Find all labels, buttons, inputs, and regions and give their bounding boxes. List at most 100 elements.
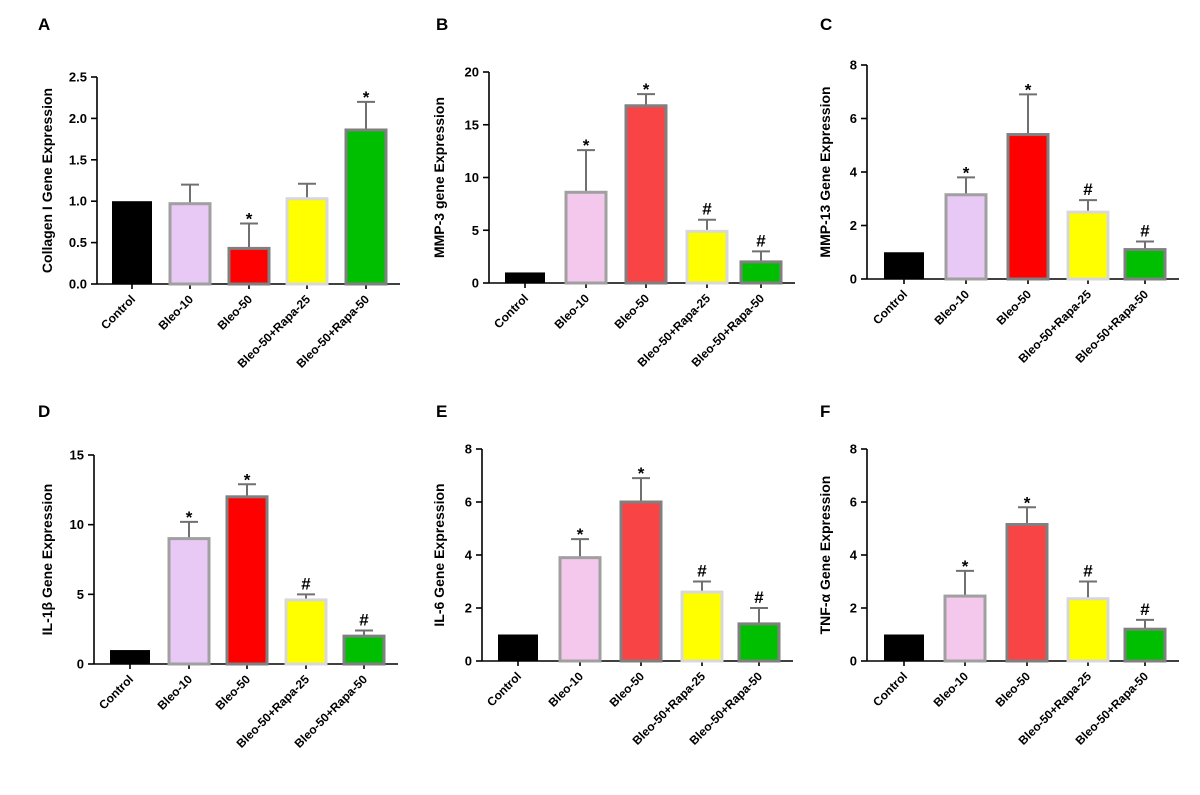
y-tick-label: 0.5	[69, 235, 87, 250]
bar	[1123, 248, 1167, 281]
bar	[624, 104, 668, 285]
x-tick-label: Bleo-10	[546, 669, 587, 710]
y-tick-label: 10	[70, 517, 84, 532]
significance-mark: #	[1083, 562, 1093, 581]
y-tick-label: 0	[472, 276, 479, 291]
x-tick-label: Bleo-50	[612, 291, 653, 332]
bar	[737, 622, 781, 663]
panel-letter: E	[436, 402, 447, 421]
x-tick-label: Bleo-50	[993, 669, 1034, 710]
panel-letter: B	[436, 15, 448, 34]
significance-mark: #	[1140, 222, 1150, 241]
significance-mark: #	[702, 200, 712, 219]
significance-mark: #	[1140, 600, 1150, 619]
significance-mark: *	[186, 508, 193, 527]
x-tick-label: Control	[870, 669, 910, 709]
panel-letter: D	[38, 402, 50, 421]
bar	[1006, 133, 1050, 281]
significance-mark: #	[1083, 180, 1093, 199]
x-tick-label: Bleo-10	[931, 669, 972, 710]
bar	[112, 201, 152, 284]
y-tick-label: 4	[850, 548, 858, 563]
x-tick-label: Control	[491, 291, 531, 331]
y-tick-label: 15	[465, 117, 479, 132]
panel-letter: F	[820, 402, 830, 421]
y-axis-label: IL-6 Gene Expression	[431, 483, 447, 626]
significance-mark: *	[246, 210, 253, 229]
y-tick-label: 6	[850, 495, 857, 510]
bar	[168, 202, 212, 286]
x-tick-label: Bleo-10	[155, 672, 196, 713]
significance-mark: *	[638, 464, 645, 483]
y-axis-label: TNF-α Gene Expression	[817, 476, 833, 635]
panel-f: F 0 2 4 6 8 TNF-α Gene Expression Control * Bleo-…	[817, 402, 1179, 748]
panel-letter: A	[38, 15, 50, 34]
bar	[680, 590, 724, 663]
bar	[285, 197, 329, 286]
panel-b: B 0 5 10 15 20 MMP-3 gene Expression Control * Bl…	[431, 15, 795, 370]
bar	[1066, 597, 1110, 663]
x-tick-label: Control	[98, 292, 138, 332]
panel-letter: C	[820, 15, 832, 34]
y-tick-label: 2	[465, 601, 472, 616]
x-tick-label: Bleo-50	[213, 672, 254, 713]
bar	[344, 128, 388, 286]
bar	[342, 634, 386, 666]
bar	[564, 190, 608, 285]
y-tick-label: 0	[77, 657, 84, 672]
bar	[884, 252, 924, 279]
y-tick-label: 8	[850, 442, 857, 457]
significance-mark: #	[359, 611, 369, 630]
x-tick-label: Bleo-50	[215, 292, 256, 333]
bar	[225, 495, 269, 666]
y-tick-label: 1.5	[69, 152, 87, 167]
y-tick-label: 0	[850, 272, 857, 287]
y-tick-label: 5	[472, 223, 479, 238]
bar	[884, 634, 924, 661]
bar	[558, 556, 602, 663]
bar	[739, 260, 783, 285]
x-tick-label: Bleo-50	[607, 669, 648, 710]
bar	[227, 246, 271, 286]
bar	[1005, 523, 1049, 663]
y-tick-label: 4	[850, 165, 858, 180]
y-tick-label: 1.0	[69, 194, 87, 209]
significance-mark: *	[577, 525, 584, 544]
significance-mark: #	[301, 574, 311, 593]
y-tick-label: 15	[70, 448, 84, 463]
y-tick-label: 6	[465, 495, 472, 510]
x-tick-label: Bleo-10	[552, 291, 593, 332]
y-tick-label: 8	[850, 58, 857, 73]
y-axis-label: MMP-13 Gene Expression	[817, 86, 833, 257]
y-tick-label: 0.0	[69, 277, 87, 292]
bar	[284, 598, 328, 666]
significance-mark: *	[1025, 80, 1032, 99]
x-tick-label: Control	[870, 287, 910, 327]
bar	[685, 229, 729, 285]
y-tick-label: 8	[465, 442, 472, 457]
significance-mark: *	[643, 80, 650, 99]
bar	[619, 500, 663, 663]
y-axis-label: Collagen I Gene Expression	[39, 88, 55, 273]
significance-mark: *	[363, 88, 370, 107]
bar	[167, 537, 211, 666]
panel-a: A 0.0 0.5 1.0 1.5 2.0 2.5 Collagen I Gene Expre…	[38, 15, 400, 371]
bar	[1123, 627, 1167, 663]
significance-mark: *	[962, 557, 969, 576]
x-tick-label: Bleo-10	[932, 287, 973, 328]
y-tick-label: 5	[77, 587, 84, 602]
y-tick-label: 2	[850, 218, 857, 233]
bar	[1066, 210, 1110, 281]
x-tick-label: Control	[484, 669, 524, 709]
y-tick-label: 6	[850, 111, 857, 126]
significance-mark: *	[583, 136, 590, 155]
significance-mark: #	[754, 588, 764, 607]
significance-mark: *	[244, 470, 251, 489]
bar	[498, 634, 538, 661]
y-tick-label: 2.0	[69, 111, 87, 126]
y-tick-label: 2	[850, 601, 857, 616]
y-tick-label: 0	[850, 654, 857, 669]
y-tick-label: 2.5	[69, 70, 87, 85]
significance-mark: *	[963, 163, 970, 182]
